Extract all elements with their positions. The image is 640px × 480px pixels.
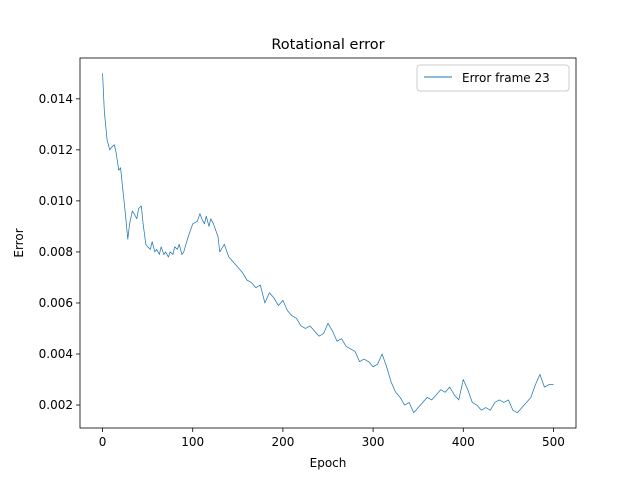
y-axis: 0.002 0.004 0.006 0.008 0.010 0.012 0.014: [39, 92, 80, 412]
x-tick-label: 0: [99, 435, 107, 449]
x-tick-label: 500: [542, 435, 565, 449]
chart-title: Rotational error: [271, 37, 384, 53]
y-tick-label: 0.012: [39, 143, 73, 157]
legend: Error frame 23: [416, 64, 570, 92]
x-axis-label: Epoch: [310, 456, 347, 470]
x-tick-label: 200: [271, 435, 294, 449]
y-tick-label: 0.008: [39, 245, 73, 259]
y-tick-label: 0.004: [39, 347, 73, 361]
x-tick-label: 400: [452, 435, 475, 449]
x-axis: 0 100 200 300 400 500: [99, 428, 565, 449]
legend-label: Error frame 23: [462, 71, 550, 85]
x-tick-label: 100: [181, 435, 204, 449]
y-tick-label: 0.006: [39, 296, 73, 310]
y-tick-label: 0.002: [39, 398, 73, 412]
y-axis-label: Error: [12, 228, 26, 257]
legend-box: [416, 64, 570, 92]
series-line-error-frame-23: [102, 73, 554, 414]
axes-frame: [79, 57, 577, 429]
x-tick-label: 300: [362, 435, 385, 449]
y-tick-label: 0.010: [39, 194, 73, 208]
y-tick-label: 0.014: [39, 92, 73, 106]
plot-area: [102, 73, 554, 414]
